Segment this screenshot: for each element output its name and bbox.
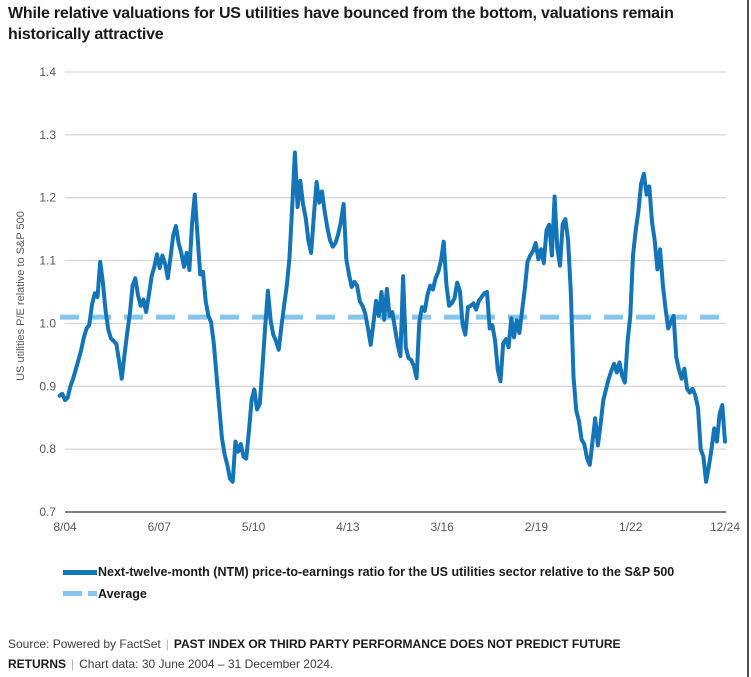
ntm-pe-line — [57, 150, 727, 484]
y-tick-label: 1.2 — [39, 191, 56, 205]
x-tick-label: 5/10 — [242, 520, 266, 534]
average-line-swatch — [63, 591, 97, 597]
x-tick-label: 8/04 — [53, 520, 77, 534]
series-legend-label: Next-twelve-month (NTM) price-to-earning… — [98, 565, 675, 579]
source-footnote: Source: Powered by FactSet | PAST INDEX OR… — [8, 635, 710, 675]
x-tick-label: 6/07 — [148, 520, 172, 534]
x-tick-label: 12/24 — [710, 520, 740, 534]
y-axis-title: US utilities P/E relative to S&P 500 — [15, 211, 27, 381]
x-tick-label: 2/19 — [525, 520, 549, 534]
y-tick-label: 1.1 — [39, 254, 56, 268]
average-legend-label: Average — [98, 587, 147, 602]
chart-data-range: Chart data: 30 June 2004 – 31 December 2… — [79, 656, 334, 671]
average-swatch-dash — [63, 591, 82, 597]
y-tick-label: 0.8 — [39, 442, 56, 456]
window-right-border — [747, 0, 749, 677]
y-tick-label: 0.9 — [39, 379, 56, 393]
y-tick-label: 0.7 — [39, 505, 56, 519]
footer-separator: | — [71, 656, 75, 671]
chart-legend: Next-twelve-month (NTM) price-to-earning… — [63, 563, 733, 605]
average-swatch-dash — [88, 591, 97, 597]
footer-separator: | — [165, 637, 169, 651]
y-tick-label: 1.0 — [39, 316, 56, 330]
series-line-swatch — [63, 570, 97, 575]
legend-row-series: Next-twelve-month (NTM) price-to-earning… — [63, 563, 733, 582]
chart-title: While relative valuations for US utiliti… — [8, 5, 674, 43]
source-text: Source: Powered by FactSet — [8, 637, 161, 651]
y-tick-label: 1.4 — [39, 65, 56, 79]
disclaimer-text: PAST INDEX OR THIRD PARTY PERFORMANCE DO… — [8, 637, 621, 671]
legend-row-average: Average — [63, 585, 733, 604]
x-tick-label: 3/16 — [430, 520, 454, 534]
chart-svg: 0.7 0.8 0.9 1.0 1.1 1.2 1.3 1.4 8/04 6/07 5/10 4/13… — [15, 65, 740, 534]
x-tick-label: 4/13 — [336, 520, 360, 534]
y-tick-label: 1.3 — [39, 128, 56, 142]
x-tick-label: 1/22 — [619, 520, 643, 534]
